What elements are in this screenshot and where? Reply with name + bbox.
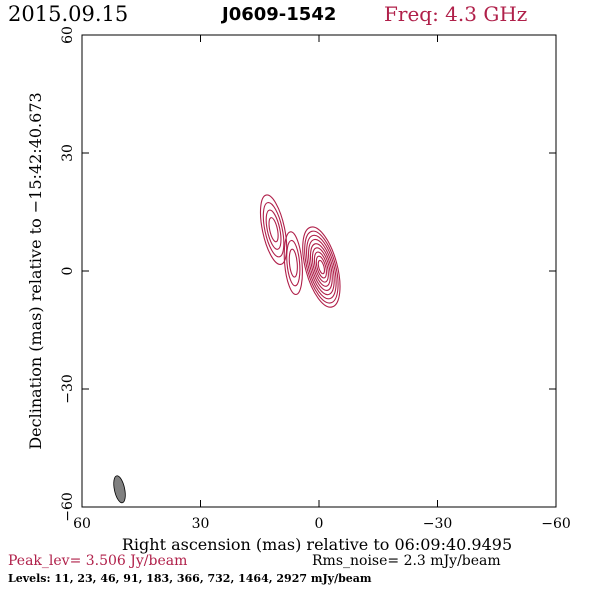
contour-lines [259, 194, 341, 308]
contour-level [308, 238, 335, 296]
contour-level [288, 248, 298, 278]
x-tick-label: 60 [73, 516, 91, 532]
y-tick-label: 30 [60, 144, 76, 162]
contour-level [311, 247, 331, 287]
contour-level [268, 217, 279, 243]
contour-level [317, 259, 326, 275]
y-tick-label: 60 [60, 26, 76, 44]
source-name: J0609-1542 [222, 4, 337, 25]
contour-level [315, 255, 327, 279]
y-tick-label: 0 [60, 267, 76, 276]
contour-level [306, 234, 337, 300]
contour-levels: Levels: 11, 23, 46, 91, 183, 366, 732, 1… [8, 572, 372, 585]
contour-level [283, 231, 303, 296]
x-axis-label: Right ascension (mas) relative to 06:09:… [122, 535, 512, 554]
x-axis-ticks: 60 30 0 −30 −60 [73, 35, 571, 532]
y-tick-label: −60 [60, 492, 76, 522]
y-axis-ticks: −60 −30 0 30 60 [60, 26, 556, 522]
contour-level [286, 239, 301, 287]
peak-level: Peak_lev= 3.506 Jy/beam [8, 553, 188, 569]
contour-level [309, 243, 333, 292]
x-tick-label: −60 [541, 516, 571, 532]
beam-ellipse [113, 475, 126, 504]
contour-level [265, 209, 282, 250]
x-tick-label: 30 [192, 516, 210, 532]
x-tick-label: 0 [315, 516, 324, 532]
contour-level [313, 251, 329, 283]
beam-ellipse-group [113, 475, 126, 504]
contour-level [259, 194, 288, 265]
contour-level [304, 230, 339, 304]
epoch-date: 2015.09.15 [8, 2, 129, 26]
contour-level [302, 226, 341, 308]
plot-frame [81, 34, 557, 508]
y-axis-label: Declination (mas) relative to −15:42:40.… [26, 92, 45, 449]
frequency-label: Freq: 4.3 GHz [384, 2, 528, 26]
x-tick-label: −30 [423, 516, 453, 532]
rms-noise: Rms_noise= 2.3 mJy/beam [312, 553, 501, 569]
y-tick-label: −30 [60, 374, 76, 404]
contour-level [262, 201, 285, 258]
